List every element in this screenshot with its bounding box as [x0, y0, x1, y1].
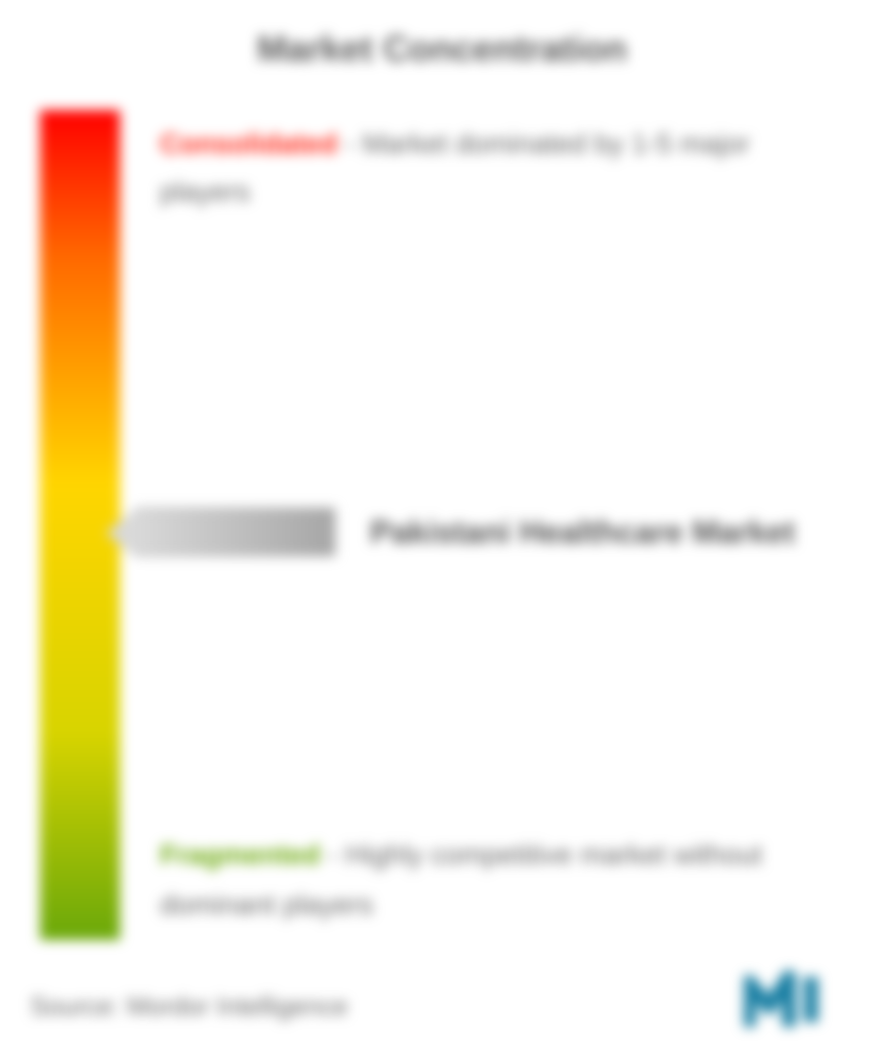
fragmented-label: Fragmented: [160, 839, 320, 870]
market-name-label: Pakistani Healthcare Market: [370, 508, 795, 556]
chart-title: Market Concentration: [0, 0, 884, 110]
consolidated-label: Consolidated: [160, 128, 337, 159]
fragmented-description: Fragmented - Highly competitive market w…: [160, 830, 830, 931]
logo-m-path: [749, 977, 789, 1022]
logo-i-path: [804, 977, 818, 1022]
chart-body: Consolidated - Market dominated by 1-5 m…: [0, 110, 884, 940]
mordor-logo-icon: [744, 967, 854, 1027]
source-attribution: Source: Mordor Intelligence: [30, 991, 348, 1022]
position-arrow-icon: [135, 508, 335, 556]
consolidated-description: Consolidated - Market dominated by 1-5 m…: [160, 120, 810, 215]
